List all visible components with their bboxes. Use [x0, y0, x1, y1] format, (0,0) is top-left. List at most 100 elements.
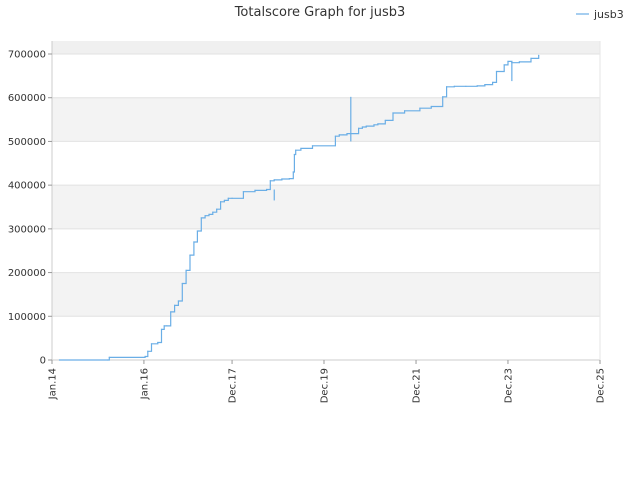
- data-point: [265, 188, 268, 191]
- x-tick-label: Dec.25: [596, 368, 607, 403]
- y-tick-label: 500000: [8, 137, 46, 148]
- data-point: [254, 189, 256, 191]
- data-point: [338, 134, 340, 136]
- data-point: [334, 135, 337, 137]
- band: [52, 141, 600, 186]
- data-point: [384, 119, 386, 122]
- data-point: [220, 201, 222, 203]
- x-tick-label: Jan.16: [139, 368, 150, 400]
- data-point: [530, 57, 532, 59]
- data-point: [491, 81, 494, 84]
- data-point: [292, 171, 294, 173]
- data-point: [430, 105, 432, 108]
- y-tick-label: 400000: [8, 181, 46, 192]
- y-tick-label: 200000: [8, 268, 46, 279]
- x-tick-label: Jan.14: [48, 368, 59, 400]
- data-point: [453, 85, 455, 87]
- data-point: [507, 60, 509, 63]
- data-point: [392, 112, 394, 114]
- x-tick-label: Dec.23: [503, 368, 514, 403]
- data-point: [495, 70, 498, 73]
- data-point: [365, 125, 367, 127]
- data-point: [358, 127, 360, 129]
- data-point: [273, 179, 275, 181]
- x-tick-label: Dec.21: [412, 368, 423, 403]
- data-point: [269, 180, 271, 182]
- data-point: [189, 254, 191, 256]
- band: [52, 272, 600, 317]
- data-point: [403, 110, 406, 112]
- data-point: [476, 85, 478, 87]
- data-point: [107, 359, 109, 361]
- data-point: [150, 343, 153, 345]
- chart-title: Totalscore Graph for jusb3: [234, 5, 406, 20]
- band: [52, 185, 600, 229]
- data-point: [346, 132, 348, 135]
- y-tick-label: 700000: [8, 50, 46, 61]
- data-point: [193, 241, 195, 243]
- data-point: [174, 304, 176, 306]
- x-tick-label: Dec.17: [228, 368, 239, 403]
- data-point: [208, 213, 210, 216]
- data-point: [223, 199, 225, 202]
- data-point: [484, 84, 486, 86]
- data-point: [300, 147, 302, 150]
- data-point: [293, 153, 295, 156]
- data-point: [227, 197, 229, 199]
- data-point: [200, 217, 202, 219]
- y-axis-ticks: 0 100000 200000 300000 400000 500000 600000 700…: [8, 50, 52, 367]
- data-point: [170, 311, 172, 313]
- y-tick-label: 300000: [8, 224, 46, 235]
- y-tick-label: 0: [40, 356, 46, 367]
- data-point: [342, 134, 344, 136]
- y-tick-label: 100000: [8, 312, 46, 323]
- data-point: [157, 341, 159, 344]
- data-point: [377, 123, 379, 125]
- data-point: [242, 191, 244, 193]
- data-point: [538, 54, 540, 56]
- data-point: [144, 355, 146, 358]
- data-point: [503, 64, 505, 66]
- y-tick-label: 600000: [8, 93, 46, 104]
- data-point: [181, 282, 183, 285]
- data-point: [518, 61, 521, 63]
- plot-bands: [52, 41, 600, 360]
- legend-label-jusb3: jusb3: [593, 8, 624, 21]
- band: [52, 316, 600, 360]
- axes: [51, 41, 601, 361]
- legend: jusb3: [576, 8, 624, 21]
- data-point: [212, 211, 214, 213]
- data-point: [311, 145, 314, 147]
- data-point: [160, 328, 163, 330]
- data-point: [231, 197, 233, 199]
- data-point: [288, 177, 290, 180]
- band-top: [52, 41, 600, 54]
- data-point: [185, 269, 187, 271]
- data-point: [216, 208, 218, 210]
- grid-lines: [52, 53, 600, 361]
- band: [52, 54, 600, 98]
- data-point: [204, 215, 206, 217]
- data-point: [177, 300, 180, 302]
- data-point: [58, 359, 61, 361]
- data-point: [147, 350, 149, 352]
- data-point: [163, 325, 165, 327]
- data-point: [465, 85, 467, 87]
- x-axis-ticks: Jan.14 Jan.16 Dec.17 Dec.19 Dec.21 Dec.23 Dec.…: [48, 360, 607, 403]
- data-point: [108, 356, 110, 358]
- data-point: [361, 126, 363, 128]
- x-tick-label: Dec.19: [319, 368, 330, 403]
- data-point: [373, 124, 375, 126]
- band: [52, 97, 600, 142]
- data-point: [419, 107, 421, 109]
- data-point: [281, 178, 283, 180]
- data-point: [442, 96, 444, 98]
- data-point: [295, 149, 297, 151]
- data-point: [446, 86, 448, 88]
- data-point: [196, 230, 199, 232]
- data-point: [166, 325, 168, 327]
- series-layer: [58, 54, 540, 361]
- band: [52, 228, 600, 273]
